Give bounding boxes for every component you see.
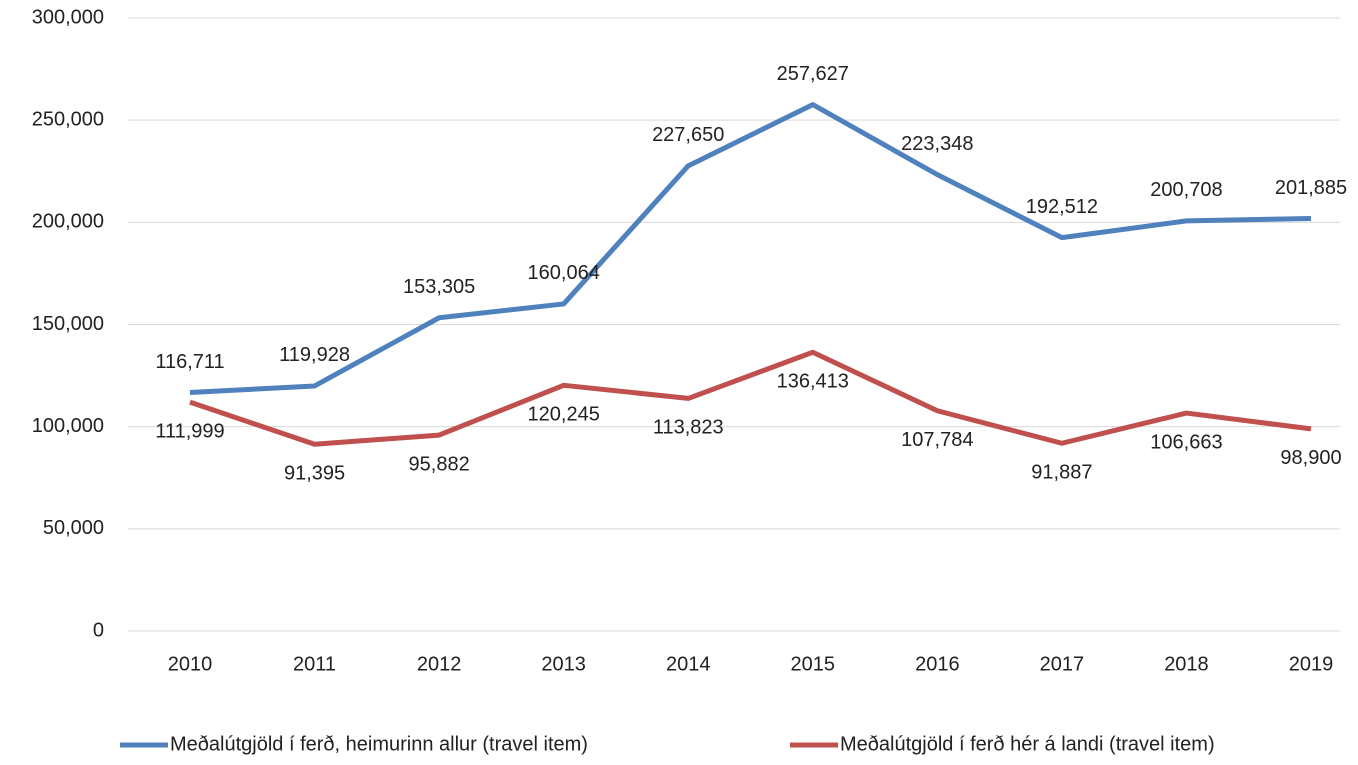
y-tick-label: 150,000 (32, 313, 104, 335)
data-label: 107,784 (901, 429, 973, 451)
data-label: 120,245 (528, 404, 600, 426)
data-label: 201,885 (1275, 177, 1347, 199)
y-tick-label: 200,000 (32, 211, 104, 233)
data-label: 91,887 (1031, 462, 1092, 484)
data-label: 227,650 (652, 124, 724, 146)
y-tick-label: 250,000 (32, 108, 104, 130)
x-tick-label: 2017 (1040, 653, 1085, 675)
y-tick-label: 300,000 (32, 6, 104, 28)
data-label: 98,900 (1280, 447, 1341, 469)
data-label: 257,627 (777, 63, 849, 85)
x-tick-label: 2010 (168, 653, 213, 675)
legend-label: Meðalútgjöld í ferð, heimurinn allur (tr… (170, 733, 588, 755)
x-tick-label: 2016 (915, 653, 960, 675)
series-line (189, 102, 1312, 396)
data-label: 116,711 (155, 351, 224, 373)
data-label: 223,348 (901, 133, 973, 155)
y-tick-label: 50,000 (43, 517, 104, 539)
x-tick-label: 2013 (541, 653, 586, 675)
data-label: 200,708 (1150, 179, 1222, 201)
data-label: 95,882 (409, 453, 470, 475)
data-label: 192,512 (1026, 196, 1098, 218)
x-tick-label: 2015 (791, 653, 836, 675)
x-tick-label: 2011 (293, 653, 336, 675)
y-tick-label: 0 (93, 619, 104, 641)
data-label: 113,823 (653, 417, 724, 439)
legend-label: Meðalútgjöld í ferð hér á landi (travel … (840, 733, 1215, 755)
data-label: 91,395 (284, 463, 345, 485)
x-tick-label: 2012 (417, 653, 462, 675)
x-tick-label: 2018 (1164, 653, 1209, 675)
data-label: 106,663 (1150, 431, 1222, 453)
data-label: 153,305 (403, 276, 475, 298)
x-tick-label: 2019 (1289, 653, 1334, 675)
y-tick-label: 100,000 (32, 415, 104, 437)
data-label: 160,064 (528, 262, 600, 284)
data-label: 119,928 (279, 344, 350, 366)
series-line (189, 349, 1312, 447)
x-tick-label: 2014 (666, 653, 711, 675)
data-label: 136,413 (777, 371, 849, 393)
data-label: 111,999 (155, 420, 224, 442)
